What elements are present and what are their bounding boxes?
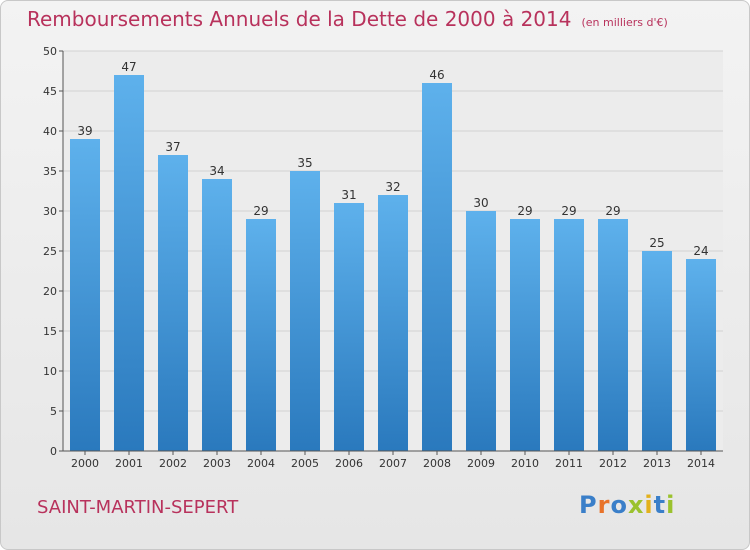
y-tick-label: 35: [43, 165, 57, 178]
commune-name: SAINT-MARTIN-SEPERT: [37, 497, 239, 518]
bar-2007: [378, 195, 408, 451]
chart-title-text: Remboursements Annuels de la Dette de 20…: [27, 7, 572, 31]
bar-2013: [642, 251, 672, 451]
proxiti-logo: Proxiti: [579, 491, 675, 519]
chart-unit-note: (en milliers d'€): [581, 16, 668, 29]
logo-letter: P: [579, 491, 598, 519]
x-tick-label-2012: 2012: [599, 457, 627, 470]
bar-2003: [202, 179, 232, 451]
y-tick-label: 40: [43, 125, 57, 138]
bar-2010: [510, 219, 540, 451]
data-label-2006: 31: [341, 188, 356, 202]
logo-letter: x: [627, 491, 645, 519]
bar-2006: [334, 203, 364, 451]
data-label-2003: 34: [209, 164, 224, 178]
x-tick-label-2004: 2004: [247, 457, 275, 470]
bar-2005: [290, 171, 320, 451]
y-tick-label: 15: [43, 325, 57, 338]
x-tick-label-2013: 2013: [643, 457, 671, 470]
bar-2011: [554, 219, 584, 451]
x-tick-label-2000: 2000: [71, 457, 99, 470]
data-label-2002: 37: [165, 140, 180, 154]
data-label-2008: 46: [429, 68, 444, 82]
bar-2008: [422, 83, 452, 451]
x-tick-label-2002: 2002: [159, 457, 187, 470]
bar-2004: [246, 219, 276, 451]
bar-2014: [686, 259, 716, 451]
data-label-2000: 39: [77, 124, 92, 138]
y-tick-label: 25: [43, 245, 57, 258]
y-tick-label: 0: [50, 445, 57, 458]
data-label-2013: 25: [649, 236, 664, 250]
x-tick-label-2014: 2014: [687, 457, 715, 470]
data-label-2007: 32: [385, 180, 400, 194]
x-tick-label-2011: 2011: [555, 457, 583, 470]
x-tick-label-2009: 2009: [467, 457, 495, 470]
bar-2002: [158, 155, 188, 451]
x-tick-label-2008: 2008: [423, 457, 451, 470]
logo-letter: i: [644, 491, 654, 519]
data-label-2004: 29: [253, 204, 268, 218]
data-label-2005: 35: [297, 156, 312, 170]
x-tick-label-2006: 2006: [335, 457, 363, 470]
data-label-2012: 29: [605, 204, 620, 218]
logo-letter: t: [653, 491, 667, 519]
x-tick-label-2003: 2003: [203, 457, 231, 470]
x-tick-label-2005: 2005: [291, 457, 319, 470]
logo-letter: r: [597, 491, 611, 519]
x-tick-label-2010: 2010: [511, 457, 539, 470]
y-tick-label: 10: [43, 365, 57, 378]
data-label-2001: 47: [121, 60, 136, 74]
y-tick-label: 45: [43, 85, 57, 98]
logo-letter: i: [666, 491, 676, 519]
y-tick-label: 30: [43, 205, 57, 218]
x-tick-label-2007: 2007: [379, 457, 407, 470]
bar-2000: [70, 139, 100, 451]
y-tick-label: 50: [43, 45, 57, 58]
y-tick-label: 20: [43, 285, 57, 298]
data-label-2014: 24: [693, 244, 708, 258]
bar-2001: [114, 75, 144, 451]
data-label-2009: 30: [473, 196, 488, 210]
chart-title: Remboursements Annuels de la Dette de 20…: [27, 7, 668, 31]
data-label-2010: 29: [517, 204, 532, 218]
x-tick-label-2001: 2001: [115, 457, 143, 470]
bar-2012: [598, 219, 628, 451]
data-label-2011: 29: [561, 204, 576, 218]
logo-letter: o: [610, 491, 628, 519]
bar-2009: [466, 211, 496, 451]
y-tick-label: 5: [50, 405, 57, 418]
